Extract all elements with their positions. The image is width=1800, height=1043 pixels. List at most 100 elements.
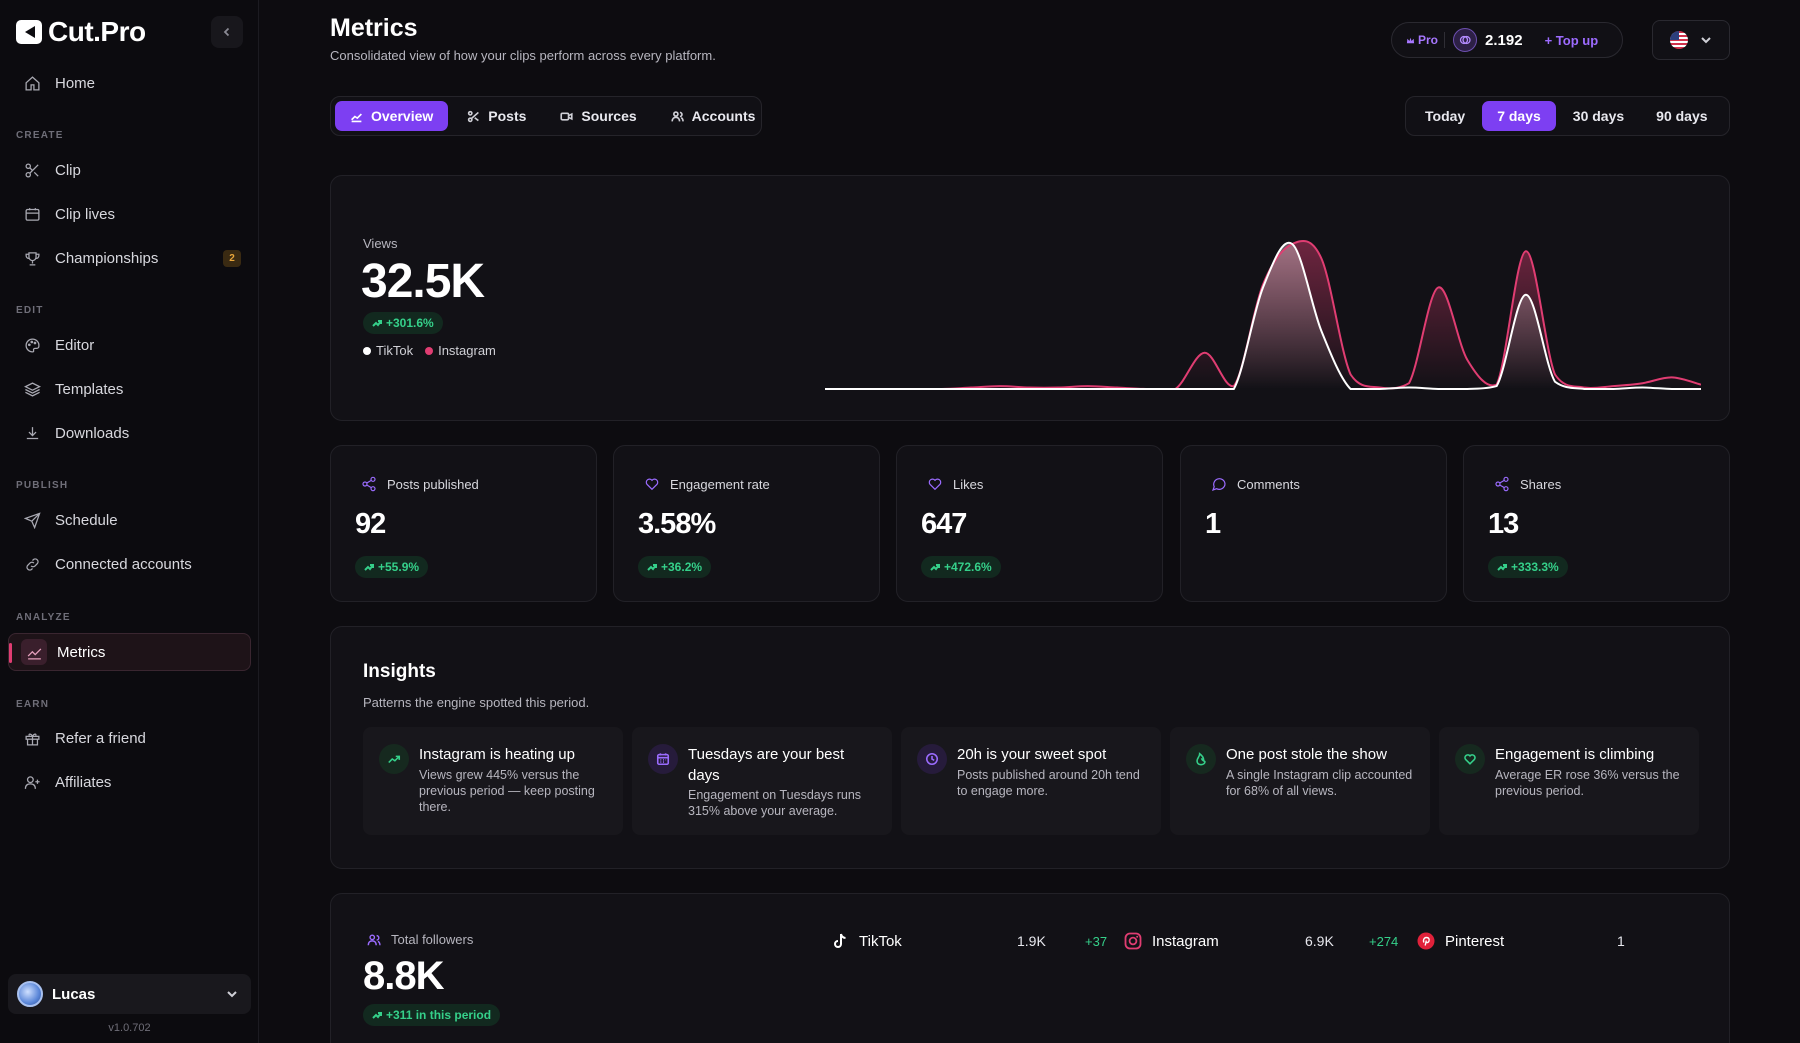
stat-label: Comments [1237,476,1300,492]
platform-change: +37 [1085,933,1108,949]
insight-item: Tuesdays are your best days Engagement o… [632,727,892,835]
sidebar-item-home[interactable]: Home [8,64,251,102]
series-area-tiktok [825,242,1701,389]
legend-tiktok: TikTok [363,343,413,358]
platform-count: 1.9K [1017,933,1046,949]
period-7-days[interactable]: 7 days [1482,101,1556,131]
views-delta-badge: +301.6% [363,312,443,334]
collapse-sidebar-button[interactable] [211,16,243,48]
top-up-label: Top up [1555,32,1599,48]
views-label: Views [363,236,398,251]
legend-label: TikTok [376,343,414,358]
plan-badge[interactable]: Pro [1400,32,1446,48]
credits-value: 2.192 [1485,31,1523,49]
heart-icon [1464,754,1476,765]
sidebar-item-label: Connected accounts [55,555,192,573]
tab-accounts[interactable]: Accounts [656,101,771,131]
stat-value: 92 [355,508,386,540]
platform-name: TikTok [831,932,902,950]
sidebar-item-clip[interactable]: Clip [8,151,251,189]
share-icon [362,476,376,492]
top-up-button[interactable]: + Top up [1545,33,1599,48]
insights-card: Insights Patterns the engine spotted thi… [330,626,1730,869]
sidebar-item-editor[interactable]: Editor [8,326,251,364]
plus-icon: + [1544,32,1556,48]
tab-overview[interactable]: Overview [335,101,449,131]
brand-logo[interactable]: Cut.Pro [16,16,146,48]
insight-item: Instagram is heating up Views grew 445% … [363,727,623,835]
sidebar-item-championships[interactable]: Championships 2 [8,239,251,277]
sidebar-item-label: Schedule [55,511,118,529]
followers-header: Total followers [367,932,473,947]
sidebar-item-connected-accounts[interactable]: Connected accounts [8,545,251,583]
insight-title: Engagement is climbing [1495,746,1655,763]
platform-row-instagram[interactable]: Instagram 6.9K +274 [1124,925,1404,957]
insights-subtitle: Patterns the engine spotted this period. [363,695,590,710]
tab-posts[interactable]: Posts [452,101,541,131]
sidebar-item-label: Refer a friend [55,729,146,747]
trend-up-icon [372,320,382,327]
followers-value: 8.8K [363,954,444,998]
platform-label: Instagram [1152,932,1219,950]
palette-icon [25,337,40,353]
delta-text: +36.2% [661,560,703,574]
sidebar-item-refer[interactable]: Refer a friend [8,719,251,757]
share-icon [1495,476,1509,492]
live-icon [25,207,40,221]
platform-count: 1 [1617,933,1625,949]
platform-label: Pinterest [1445,932,1505,950]
sidebar-item-schedule[interactable]: Schedule [8,501,251,539]
sidebar-item-clip-lives[interactable]: Clip lives [8,195,251,233]
legend-dot [425,346,434,355]
insight-item: Engagement is climbing Average ER rose 3… [1439,727,1699,835]
platform-row-pinterest[interactable]: Pinterest 1 [1417,925,1697,957]
coin-icon [1453,28,1478,52]
stat-label: Engagement rate [670,476,770,492]
user-menu[interactable]: Lucas [8,974,251,1014]
views-value: 32.5K [361,255,485,308]
insight-title: One post stole the show [1226,746,1387,763]
sidebar-item-metrics[interactable]: Metrics [8,633,251,671]
sidebar-item-label: Downloads [55,424,130,442]
scissors-icon [468,110,480,122]
stat-value: 647 [921,508,967,540]
stat-card-likes: Likes 647 +472.6% [896,445,1163,602]
period-today[interactable]: Today [1425,108,1466,124]
stat-header: Likes [927,476,983,492]
heart-icon [645,478,659,491]
metrics-tabs: Overview Posts Sources Accounts [330,96,762,136]
tiktok-icon [834,933,846,948]
period-30-days[interactable]: 30 days [1572,108,1625,124]
sidebar-item-label: Championships [55,249,159,267]
sidebar-item-templates[interactable]: Templates [8,370,251,408]
insight-item: 20h is your sweet spot Posts published a… [901,727,1161,835]
stat-header: Shares [1494,476,1561,492]
trend-up-icon [388,755,401,764]
delta-text: +55.9% [378,560,420,574]
instagram-icon [1124,932,1142,950]
platform-label: TikTok [859,932,902,950]
heart-icon [928,478,942,491]
sidebar-item-label: Clip [55,161,81,179]
chart-legend: TikTok Instagram [363,343,496,358]
calendar-icon [656,753,670,766]
section-publish: PUBLISH [16,480,69,491]
stat-value: 3.58% [638,508,716,540]
stat-header: Posts published [361,476,479,492]
sidebar-item-label: Metrics [57,643,106,661]
sidebar-item-downloads[interactable]: Downloads [8,414,251,452]
chevron-left-icon [223,27,230,37]
language-selector[interactable] [1652,20,1730,60]
sidebar-item-affiliates[interactable]: Affiliates [8,763,251,801]
insight-icon-wrap [917,744,947,774]
tab-sources[interactable]: Sources [545,101,651,131]
platform-row-tiktok[interactable]: TikTok 1.9K +37 [831,925,1111,957]
layers-icon [24,381,41,397]
link-icon [26,557,39,571]
tab-label: Overview [371,108,434,124]
stat-delta-badge: +36.2% [638,556,712,578]
legend-dot [363,346,371,355]
period-90-days[interactable]: 90 days [1656,108,1708,124]
trend-up-icon [372,1012,382,1019]
followers-delta-badge: +311 in this period [363,1004,501,1026]
